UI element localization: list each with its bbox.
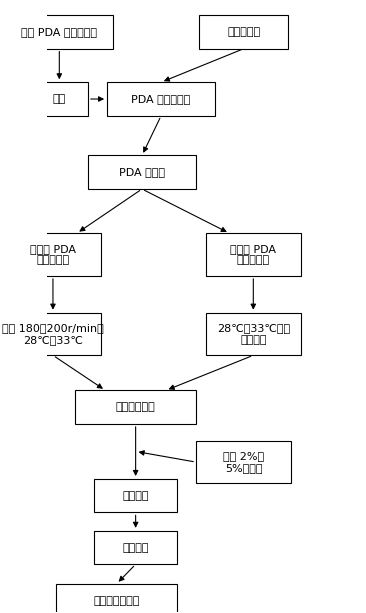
Text: 28℃～33℃无菌
通风培养: 28℃～33℃无菌 通风培养 bbox=[217, 323, 290, 345]
Text: 摇床 180～200r/min，
28℃～33℃: 摇床 180～200r/min， 28℃～33℃ bbox=[2, 323, 104, 345]
FancyBboxPatch shape bbox=[196, 441, 291, 484]
FancyBboxPatch shape bbox=[206, 313, 301, 356]
Text: 发酵罐 PDA
液体培养基: 发酵罐 PDA 液体培养基 bbox=[230, 244, 276, 265]
FancyBboxPatch shape bbox=[94, 531, 177, 565]
FancyBboxPatch shape bbox=[5, 234, 101, 276]
FancyBboxPatch shape bbox=[75, 390, 196, 424]
Text: 三角瓶 PDA
液体培养基: 三角瓶 PDA 液体培养基 bbox=[30, 244, 76, 265]
FancyBboxPatch shape bbox=[5, 313, 101, 356]
Text: 灭菌: 灭菌 bbox=[53, 94, 66, 104]
FancyBboxPatch shape bbox=[107, 82, 215, 116]
Text: 配制 PDA 液体培养基: 配制 PDA 液体培养基 bbox=[21, 27, 97, 37]
FancyBboxPatch shape bbox=[31, 82, 88, 116]
Text: PDA 种子液: PDA 种子液 bbox=[119, 167, 165, 177]
FancyBboxPatch shape bbox=[94, 479, 177, 512]
FancyBboxPatch shape bbox=[206, 234, 301, 276]
Text: 添加 2%～
5%葡萄糖: 添加 2%～ 5%葡萄糖 bbox=[223, 451, 264, 473]
Text: 液体饲料诱食剂: 液体饲料诱食剂 bbox=[93, 596, 140, 606]
FancyBboxPatch shape bbox=[199, 15, 288, 48]
Text: 白地霉斜面: 白地霉斜面 bbox=[227, 27, 260, 37]
FancyBboxPatch shape bbox=[88, 156, 196, 189]
Text: 分装密封: 分装密封 bbox=[122, 543, 149, 552]
Text: PDA 液体培养基: PDA 液体培养基 bbox=[131, 94, 191, 104]
FancyBboxPatch shape bbox=[5, 15, 113, 48]
Text: 溶解混匀: 溶解混匀 bbox=[122, 490, 149, 501]
FancyBboxPatch shape bbox=[56, 584, 177, 613]
Text: 产果香发酵液: 产果香发酵液 bbox=[116, 402, 156, 412]
